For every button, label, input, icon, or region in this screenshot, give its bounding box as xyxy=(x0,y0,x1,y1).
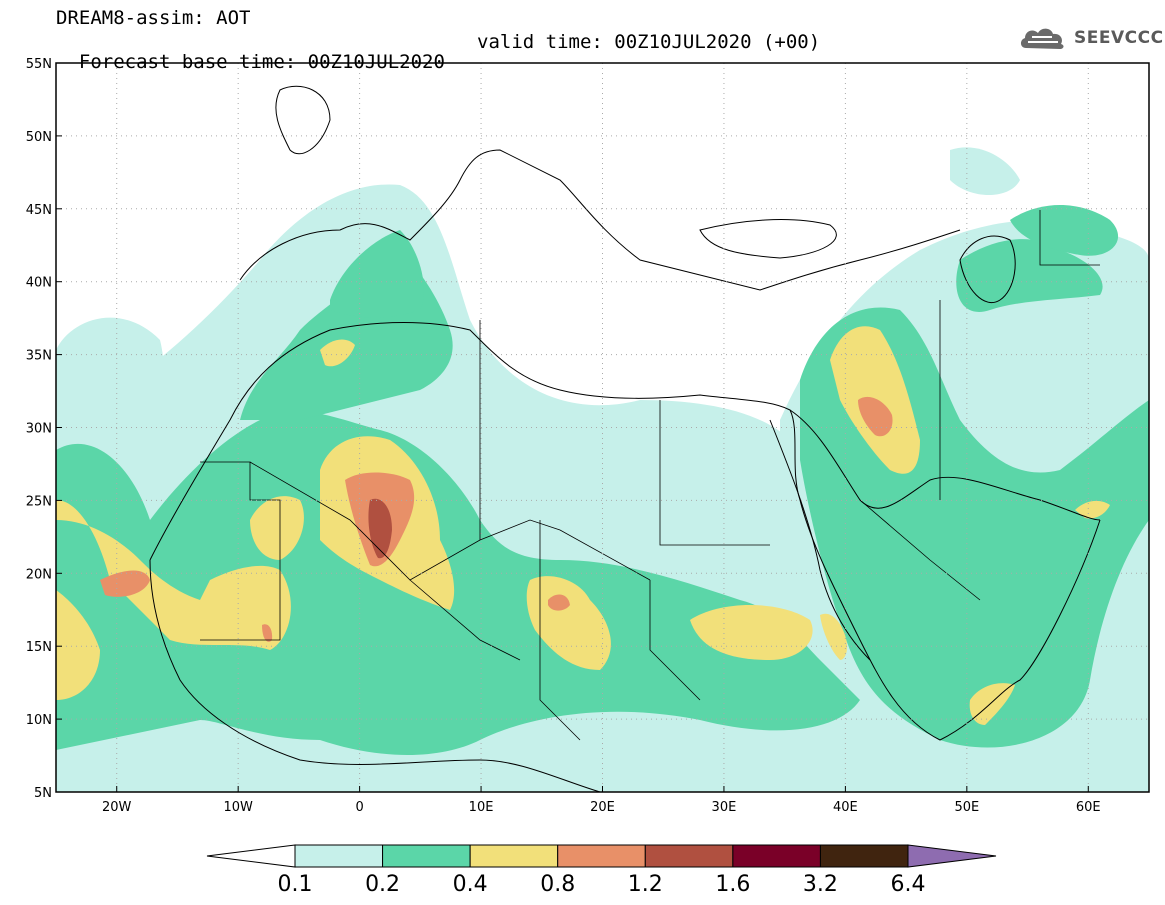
base-time: Forecast base time: 00Z10JUL2020 xyxy=(78,51,445,73)
aot-region-mali-l3 xyxy=(250,496,304,560)
aot-region-west-africa-l2 xyxy=(56,411,860,755)
colorbar-label: 3.2 xyxy=(803,872,838,897)
aot-region-chad-l3 xyxy=(526,576,611,670)
logo-text: SEEVCCC xyxy=(1074,28,1164,48)
lat-tick-label: 55N xyxy=(26,57,52,72)
colorbar-label: 6.4 xyxy=(891,872,926,897)
valid-time: valid time: 00Z10JUL2020 (+00) xyxy=(477,31,821,53)
aot-region-chad-l4 xyxy=(548,594,570,611)
lon-tick-label: 10W xyxy=(223,800,253,815)
aot-region-algeria-l5 xyxy=(368,498,392,559)
aot-region-kazakh-l2 xyxy=(1010,205,1119,256)
lat-axis: 55N 50N 45N 40N 35N 30N 25N 20N 15N 10N 5N xyxy=(26,57,62,801)
lon-axis: 20W 10W 0 10E 20E 30E 40E 50E 60E xyxy=(102,786,1101,815)
colorbar-label: 0.2 xyxy=(365,872,400,897)
aot-region-iberia-l2 xyxy=(330,230,424,318)
coast-black-sea xyxy=(699,219,837,259)
colorbar-under-triangle xyxy=(206,844,296,868)
colorbar-label: 1.2 xyxy=(628,872,663,897)
colorbar-label: 1.6 xyxy=(715,872,750,897)
aot-region-morocco-l3 xyxy=(320,339,355,367)
coast-red-sea xyxy=(769,419,871,661)
forecast-time-line: Forecast base time: 00Z10JUL2020 valid ti… xyxy=(56,32,820,73)
coast-west-africa xyxy=(149,559,601,792)
lon-tick-label: 30E xyxy=(712,800,737,815)
aot-region-mauritania-l3 xyxy=(56,500,291,650)
aot-region-mali-l4 xyxy=(262,624,273,642)
colorbar-label: 0.4 xyxy=(453,872,488,897)
lat-tick-label: 10N xyxy=(26,713,52,728)
lon-tick-label: 50E xyxy=(954,800,979,815)
colorbar-box xyxy=(644,844,734,868)
lon-tick-label: 20E xyxy=(590,800,615,815)
aot-region-somalia-l3 xyxy=(969,683,1015,725)
colorbar-over-triangle xyxy=(907,844,997,868)
lat-tick-label: 30N xyxy=(26,422,52,437)
coast-caspian xyxy=(959,235,1016,303)
lat-tick-label: 25N xyxy=(26,494,52,509)
lat-tick-label: 15N xyxy=(26,640,52,655)
coastlines xyxy=(149,85,1101,792)
plot-title: DREAM8-assim: AOT xyxy=(56,7,251,29)
seevccc-logo: SEEVCCC xyxy=(1018,24,1163,54)
lon-tick-label: 20W xyxy=(102,800,132,815)
lon-tick-label: 40E xyxy=(833,800,858,815)
colorbar-box xyxy=(294,844,384,868)
aot-region-mauritania-l4 xyxy=(100,570,150,597)
lat-tick-label: 40N xyxy=(26,276,52,291)
political-borders xyxy=(200,210,1100,741)
lat-tick-label: 50N xyxy=(26,130,52,145)
colorbar-box xyxy=(819,844,909,868)
aot-region-eritrea-l3 xyxy=(820,613,848,660)
coast-europe xyxy=(239,149,961,291)
lon-tick-label: 60E xyxy=(1076,800,1101,815)
colorbar-box xyxy=(732,844,821,868)
colorbar-label: 0.1 xyxy=(278,872,313,897)
lat-tick-label: 5N xyxy=(34,786,52,801)
coast-british-isles xyxy=(275,85,331,155)
colorbar-label: 0.8 xyxy=(540,872,575,897)
aot-region-iraq-l4 xyxy=(858,396,893,437)
colorbar-box xyxy=(469,844,559,868)
coast-arabia xyxy=(789,409,1101,521)
aot-region-caspian-l1 xyxy=(950,147,1020,195)
lon-tick-label: 10E xyxy=(469,800,494,815)
cloud-icon xyxy=(1020,28,1064,49)
colorbar-box xyxy=(382,844,471,868)
aot-region-caspian-l2 xyxy=(956,239,1103,312)
colorbar: 0.1 0.2 0.4 0.8 1.2 1.6 3.2 6.4 xyxy=(206,844,997,897)
aot-region-oman-l3 xyxy=(1075,500,1110,519)
aot-field xyxy=(56,147,1149,792)
aot-region-senegal-l3 xyxy=(56,590,100,700)
coast-north-africa xyxy=(149,322,1101,741)
lat-tick-label: 20N xyxy=(26,567,52,582)
lat-tick-label: 35N xyxy=(26,349,52,364)
lon-tick-label: 0 xyxy=(355,800,363,815)
lat-tick-label: 45N xyxy=(26,203,52,218)
colorbar-box xyxy=(557,844,646,868)
